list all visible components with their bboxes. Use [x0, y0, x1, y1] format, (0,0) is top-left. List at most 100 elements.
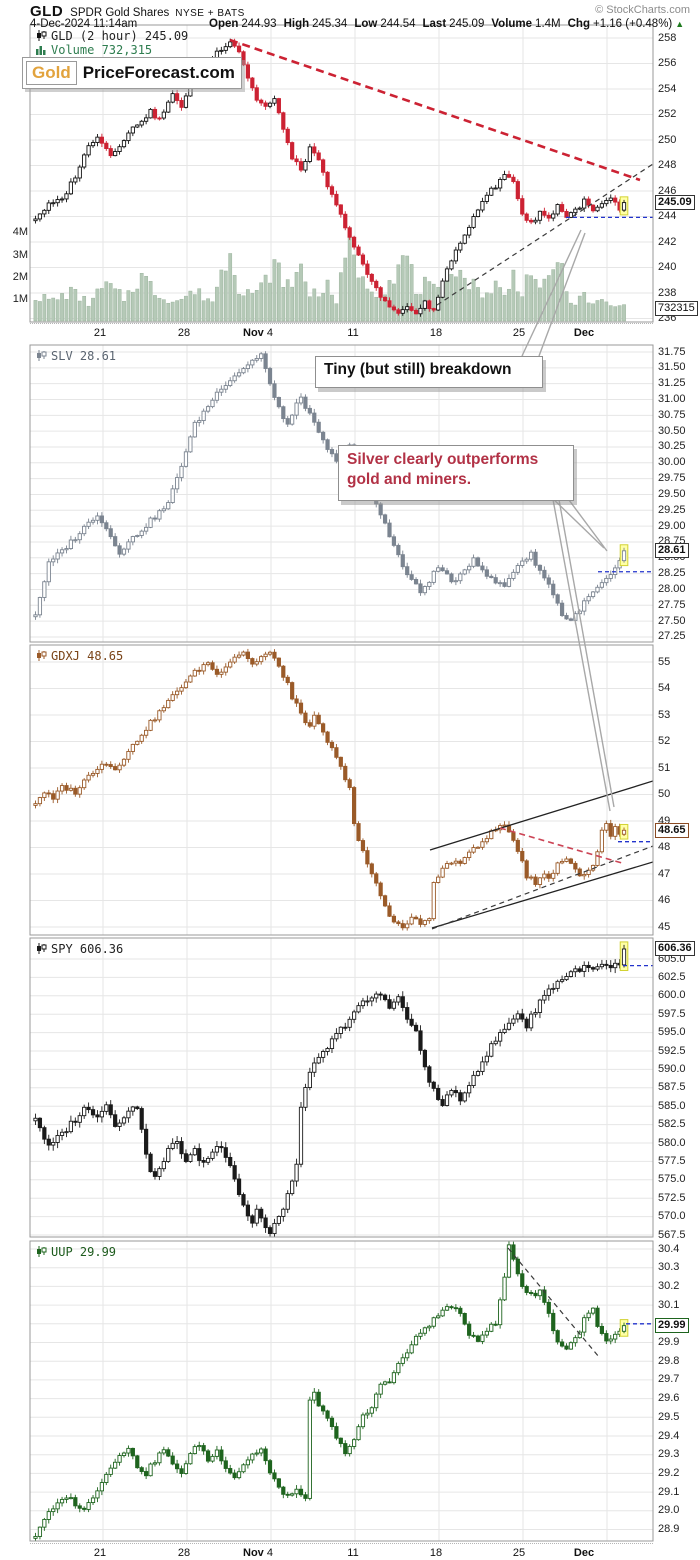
axis-label-SLV: 28.00 [658, 582, 686, 595]
xaxis-label: 11 [347, 1547, 358, 1559]
legend-SLV: SLV 28.61 [36, 349, 116, 363]
panel-UUP [30, 1241, 653, 1541]
panel-GDXJ [30, 645, 653, 935]
xaxis-label: 25 [513, 1547, 525, 1559]
price-tag-SPY: 606.36 [655, 941, 695, 957]
quote-label-volume: Volume [491, 18, 533, 30]
price-tag-UUP: 29.99 [655, 1318, 689, 1334]
axis-label-UUP: 29.0 [658, 1504, 680, 1517]
axis-label-UUP: 29.6 [658, 1392, 680, 1405]
volume-axis-label: 2M [12, 271, 28, 283]
axis-label-SPY: 587.5 [658, 1081, 686, 1094]
axis-label-UUP: 29.2 [658, 1466, 680, 1479]
annotation-breakdown: Tiny (but still) breakdown [315, 356, 543, 388]
legend-label: GDXJ 48.65 [51, 649, 124, 663]
axis-label-SPY: 575.0 [658, 1173, 686, 1186]
xaxis-label-part: 21 [93, 1547, 107, 1559]
callout-line [557, 493, 615, 808]
axis-label-UUP: 29.8 [658, 1354, 680, 1367]
legend-label: SPY 606.36 [51, 942, 124, 956]
axis-label-UUP: 29.5 [658, 1410, 680, 1423]
xaxis-row [30, 1543, 653, 1560]
legend-volume: Volume 732,315 [36, 43, 152, 57]
quote-value-high: 245.34 [312, 18, 348, 30]
axis-label-GLD: 242 [658, 235, 677, 248]
axis-label-GLD: 246 [658, 184, 677, 197]
volume-bars-icon [36, 46, 46, 55]
axis-label-SLV: 27.75 [658, 598, 686, 611]
chart-header: GLD SPDR Gold Shares NYSE + BATS © StockCh… [30, 3, 695, 20]
xaxis-label: 18 [430, 1547, 442, 1559]
axis-label-GDXJ: 54 [658, 682, 671, 694]
xaxis-label-part: 25 [512, 1547, 526, 1559]
xaxis-label-part: 18 [429, 1547, 443, 1559]
volume-axis-label: 3M [12, 249, 28, 261]
axis-label-UUP: 30.2 [658, 1279, 680, 1292]
ticker-symbol: GLD [30, 3, 64, 20]
xaxis-label-part: 11 [347, 1547, 359, 1559]
xaxis-label: 25 [513, 327, 525, 339]
change-up-arrow-icon: ▲ [675, 19, 685, 29]
price-tag-SLV: 28.61 [655, 543, 689, 559]
axis-label-UUP: 30.1 [658, 1298, 680, 1311]
callout-line [547, 493, 605, 549]
quote-label-high: High [283, 18, 310, 30]
candlestick-icon [37, 943, 47, 954]
quote-label-last: Last [422, 18, 447, 30]
quote-value-volume: 1.4M [535, 18, 561, 30]
legend-UUP: UUP 29.99 [36, 1245, 116, 1259]
axis-label-SPY: 567.5 [658, 1228, 686, 1241]
axis-label-UUP: 30.4 [658, 1242, 680, 1255]
axis-label-SPY: 570.0 [658, 1210, 686, 1223]
axis-label-GDXJ: 46 [658, 894, 671, 906]
callout-line [562, 491, 608, 552]
legend-GDXJ: GDXJ 48.65 [36, 649, 123, 663]
annotation-silver-line2: gold and miners. [347, 471, 472, 489]
quote-value-chg: +1.16 (+0.48%) [592, 18, 673, 30]
xaxis-label-part: Dec [573, 1547, 595, 1559]
axis-label-GDXJ: 45 [658, 920, 671, 933]
xaxis-label-part: 28 [177, 1547, 191, 1559]
timestamp: 4-Dec-2024 11:14am [30, 18, 138, 30]
axis-label-SLV: 29.75 [658, 472, 686, 485]
legend-label: SLV 28.61 [51, 349, 117, 363]
candlestick-icon [37, 350, 47, 361]
candlestick-icon [37, 30, 47, 41]
volume-axis-label: 4M [12, 226, 28, 238]
axis-label-SPY: 577.5 [658, 1154, 686, 1167]
volume-tag-GLD: 732315 [655, 301, 698, 316]
quote-label-low: Low [354, 18, 378, 30]
quote-label-chg: Chg [567, 18, 590, 30]
axis-label-SLV: 29.50 [658, 487, 686, 500]
xaxis-label: 11 [347, 327, 358, 339]
axis-label-GLD: 248 [658, 159, 677, 171]
axis-label-GLD: 252 [658, 108, 677, 120]
axis-label-UUP: 29.9 [658, 1336, 680, 1348]
axis-label-GDXJ: 52 [658, 735, 671, 747]
axis-label-SPY: 595.0 [658, 1026, 686, 1039]
axis-label-SLV: 31.25 [658, 377, 686, 390]
price-tag-GLD: 245.09 [655, 195, 695, 211]
axis-label-GLD: 238 [658, 286, 677, 299]
axis-label-GLD: 240 [658, 261, 677, 273]
xaxis-label: 21 [94, 1547, 106, 1559]
axis-label-SPY: 602.5 [658, 970, 686, 983]
axis-label-UUP: 28.9 [658, 1523, 680, 1535]
axis-label-SLV: 31.75 [658, 345, 686, 358]
axis-label-GLD: 254 [658, 82, 677, 95]
axis-label-GDXJ: 51 [658, 761, 671, 774]
candlestick-icon [37, 1246, 47, 1257]
axis-label-UUP: 29.4 [658, 1429, 680, 1442]
xaxis-label-part: Nov [243, 1547, 264, 1559]
axis-label-SLV: 27.50 [658, 614, 686, 627]
axis-label-SPY: 580.0 [658, 1136, 686, 1149]
xaxis-label: 28 [178, 327, 190, 339]
xaxis-label-part: 28 [177, 327, 191, 339]
logo-gold-badge: Gold [26, 61, 77, 85]
quote-label-open: Open [209, 18, 239, 30]
axis-label-GDXJ: 55 [658, 655, 671, 668]
axis-label-SLV: 28.25 [658, 567, 686, 580]
quote-value-low: 244.54 [380, 18, 416, 30]
panel-GLD [30, 25, 653, 322]
